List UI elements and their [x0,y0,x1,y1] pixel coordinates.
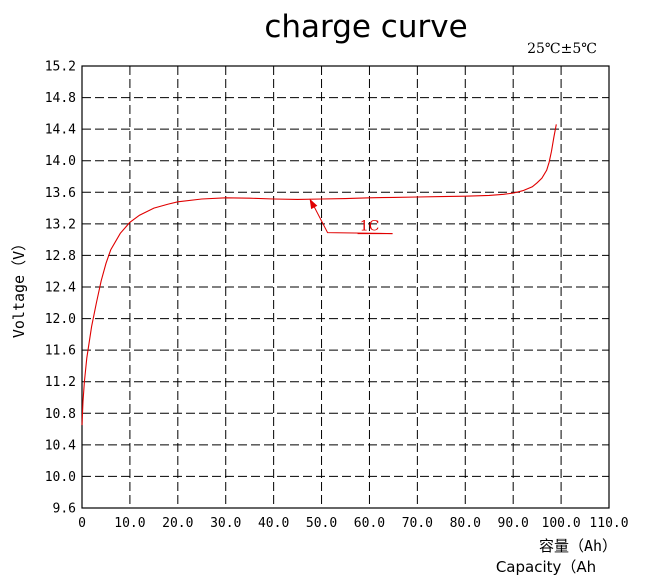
grid [82,66,609,508]
x-tick-label: 30.0 [210,516,241,531]
y-tick-label: 10.4 [45,438,76,453]
y-axis-label: Voltage（V） [10,236,28,338]
y-tick-labels: 9.6 10.0 10.4 10.8 11.2 11.6 12.0 12.4 12.8 13.2 1… [45,60,76,517]
x-axis-label-cn: 容量（Ah） [539,537,617,555]
annotation-arrowhead [309,198,318,210]
y-tick-label: 10.0 [45,470,76,485]
x-axis-label-en: Capacity（Ah [496,558,596,576]
y-tick-label: 12.4 [45,281,76,296]
y-tick-label: 12.0 [45,312,76,327]
annotation-1c: 1C [309,198,393,235]
x-tick-label: 20.0 [162,516,193,531]
y-tick-label: 13.6 [45,186,76,201]
x-tick-label: 50.0 [306,516,337,531]
x-tick-label: 40.0 [258,516,289,531]
y-tick-label: 13.2 [45,217,76,232]
x-tick-labels: 0 10.0 20.0 30.0 40.0 50.0 60.0 70.0 80.0 90.0 100… [78,516,628,531]
x-tick-label: 0 [78,516,86,531]
x-tick-label: 100.0 [542,516,581,531]
y-tick-label: 11.2 [45,375,76,390]
chart-title: charge curve [264,9,467,45]
x-tick-label: 60.0 [354,516,385,531]
y-tick-label: 14.4 [45,123,76,138]
y-tick-label: 11.6 [45,344,76,359]
series-line-1c [81,124,557,426]
x-tick-label: 80.0 [450,516,481,531]
annotation-label-1c: 1C [360,219,380,235]
y-tick-label: 9.6 [53,502,76,517]
y-tick-label: 15.2 [45,60,76,75]
x-tick-label: 90.0 [498,516,529,531]
y-tick-label: 14.8 [45,91,76,106]
temperature-condition: 25℃±5℃ [527,41,597,57]
x-tick-label: 110.0 [589,516,628,531]
y-tick-label: 10.8 [45,407,76,422]
annotation-leader-line [312,203,393,235]
x-tick-label: 70.0 [402,516,433,531]
y-tick-label: 14.0 [45,154,76,169]
x-tick-label: 10.0 [114,516,145,531]
plot-frame [81,65,610,509]
y-tick-label: 12.8 [45,249,76,264]
